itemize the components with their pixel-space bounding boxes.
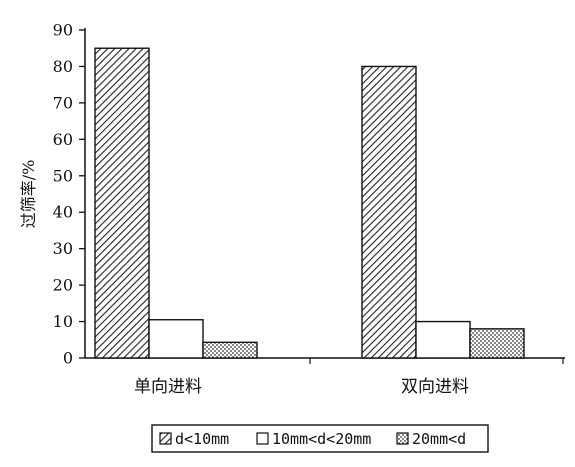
- legend-swatch: [396, 432, 409, 445]
- bar-1-series-2: [148, 319, 204, 359]
- category-label: 单向进料: [134, 377, 202, 397]
- y-tick-label: 10: [53, 312, 73, 331]
- category-label: 双向进料: [401, 377, 469, 397]
- bars: [94, 47, 525, 359]
- legend-label: 20mm<d: [412, 430, 466, 448]
- bar-2-series-2: [415, 320, 471, 359]
- y-tick-label: 40: [53, 203, 73, 222]
- legend-label: 10mm<d<20mm: [272, 430, 371, 448]
- legend-label: d<10mm: [175, 430, 229, 448]
- legend-box: [151, 424, 489, 453]
- y-tick-label: 80: [53, 57, 73, 76]
- y-tick-label: 30: [53, 239, 73, 258]
- y-tick-label: 90: [53, 21, 73, 40]
- bar-2-series-1: [361, 65, 417, 359]
- legend-swatch: [159, 432, 172, 445]
- y-tick-label: 0: [63, 349, 73, 368]
- y-axis-label: 过筛率/%: [19, 160, 38, 229]
- legend-swatch: [256, 432, 269, 445]
- bar-1-series-3: [202, 341, 258, 359]
- bar-2-series-3: [469, 328, 525, 359]
- y-tick-label: 50: [53, 166, 73, 185]
- y-tick-label: 20: [53, 276, 73, 295]
- y-tick-label: 70: [53, 93, 73, 112]
- labels: 0 10 20 30 40 50 60 70 80 90 过筛率/% 单向进料 双向进料: [19, 21, 469, 398]
- axes: [79, 28, 565, 364]
- bar-1-series-1: [94, 47, 150, 359]
- legend: d<10mm 10mm<d<20mm 20mm<d: [151, 424, 489, 453]
- y-tick-label: 60: [53, 130, 73, 149]
